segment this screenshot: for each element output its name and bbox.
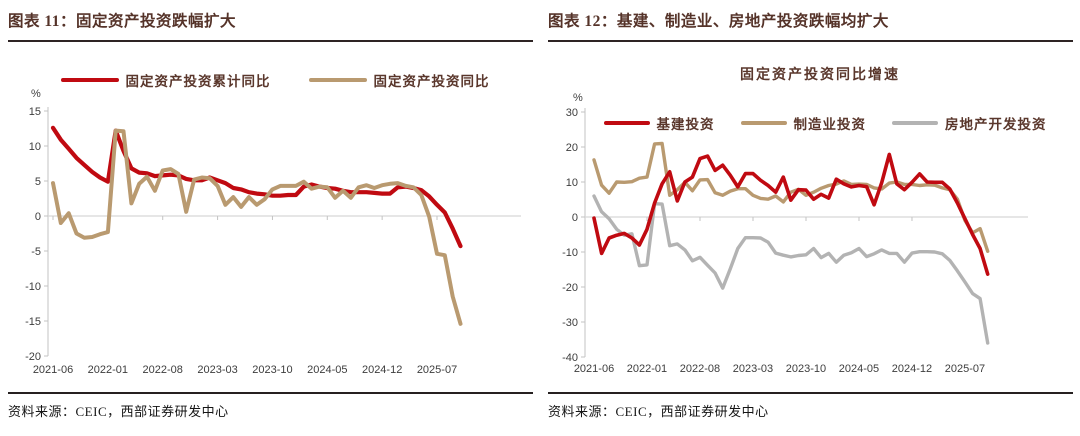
series-line-manufacturing-investment xyxy=(592,141,990,254)
chart-12-title: 固定资产投资同比增速 xyxy=(740,68,900,83)
legend-item-infrastructure-investment: 基建投资 xyxy=(603,113,715,133)
x-axis-tick-label: 2024-12 xyxy=(362,364,402,376)
x-axis-tick-label: 2025-07 xyxy=(417,364,457,376)
figure-12-panel: 图表 12：基建、制造业、房地产投资跌幅均扩大 固定资产投资同比增速 基建投资 制… xyxy=(540,0,1080,436)
x-axis-tick-label: 2024-05 xyxy=(307,364,347,376)
y-axis-tick-label: -10 xyxy=(25,281,41,293)
legend-swatch-fai-monthly-yoy xyxy=(308,77,367,83)
y-axis-tick-label: 10 xyxy=(29,141,41,153)
series-line-real-estate-development-investment xyxy=(592,194,990,345)
y-axis-tick-label: 0 xyxy=(572,212,578,224)
y-axis-tick-label: -30 xyxy=(562,317,578,329)
legend-swatch-fai-cumulative-yoy xyxy=(60,77,119,83)
series-line-infrastructure-investment xyxy=(592,152,990,276)
legend-label: 房地产开发投资 xyxy=(945,117,1047,132)
x-axis-tick-label: 2024-05 xyxy=(839,363,879,375)
y-axis-tick-label: -20 xyxy=(562,282,578,294)
y-axis-tick-label: 5 xyxy=(35,176,41,188)
source-divider: 资料来源：CEIC，西部证券研发中心 xyxy=(8,392,533,421)
source-text: 资料来源：CEIC，西部证券研发中心 xyxy=(548,404,769,419)
source-divider: 资料来源：CEIC，西部证券研发中心 xyxy=(548,392,1073,421)
x-axis-tick-label: 2021-06 xyxy=(574,363,614,375)
x-axis-tick-label: 2023-03 xyxy=(733,363,773,375)
legend-item-real-estate-development-investment: 房地产开发投资 xyxy=(892,113,1047,133)
legend-swatch-real-estate-development-investment xyxy=(892,120,938,126)
figure-11-header: 图表 11：固定资产投资跌幅扩大 xyxy=(8,9,533,42)
y-axis-tick-label: -15 xyxy=(25,316,41,328)
source-text: 资料来源：CEIC，西部证券研发中心 xyxy=(8,404,229,419)
legend-item-fai-cumulative-yoy: 固定资产投资累计同比 xyxy=(60,70,271,90)
y-axis-tick-label: -5 xyxy=(31,246,41,258)
chart-12-legend: 基建投资 制造业投资 房地产开发投资 xyxy=(595,113,1055,133)
legend-label: 基建投资 xyxy=(656,117,715,132)
x-axis-tick-label: 2023-03 xyxy=(197,364,237,376)
legend-item-fai-monthly-yoy: 固定资产投资同比 xyxy=(308,70,490,90)
figure-11-panel: 图表 11：固定资产投资跌幅扩大 固定资产投资累计同比 固定资产投资同比 % 15… xyxy=(8,9,533,421)
figure-12-header: 图表 12：基建、制造业、房地产投资跌幅均扩大 xyxy=(548,9,1073,42)
legend-label: 固定资产投资同比 xyxy=(373,74,490,89)
x-axis-tick-label: 2023-10 xyxy=(252,364,292,376)
x-axis-tick-label: 2024-12 xyxy=(892,363,932,375)
x-axis-tick-label: 2022-08 xyxy=(143,364,183,376)
y-axis-unit-label: % xyxy=(31,88,41,100)
y-axis-tick-label: 10 xyxy=(566,177,578,189)
series-line-fai-cumulative-yoy xyxy=(50,125,463,249)
y-axis-tick-label: 20 xyxy=(566,142,578,154)
legend-item-manufacturing-investment: 制造业投资 xyxy=(740,113,867,133)
y-axis-tick-label: 0 xyxy=(35,211,41,223)
series-line-fai-monthly-yoy xyxy=(51,128,463,326)
y-axis-unit-label: % xyxy=(573,92,583,104)
y-axis-tick-label: 15 xyxy=(29,106,41,118)
legend-swatch-manufacturing-investment xyxy=(740,120,787,126)
x-axis-tick-label: 2021-06 xyxy=(33,364,73,376)
y-axis-tick-label: -20 xyxy=(25,351,41,363)
legend-label: 固定资产投资累计同比 xyxy=(125,74,271,89)
x-axis-tick-label: 2022-08 xyxy=(680,363,720,375)
y-axis-tick-label: -10 xyxy=(562,247,578,259)
x-axis-tick-label: 2022-01 xyxy=(88,364,128,376)
chart-11-legend: 固定资产投资累计同比 固定资产投资同比 xyxy=(30,70,520,90)
x-axis-tick-label: 2023-10 xyxy=(786,363,826,375)
x-axis-tick-label: 2022-01 xyxy=(627,363,667,375)
y-axis-tick-label: 30 xyxy=(566,107,578,119)
legend-label: 制造业投资 xyxy=(793,117,866,132)
legend-swatch-infrastructure-investment xyxy=(603,120,650,126)
x-axis-tick-label: 2025-07 xyxy=(945,363,985,375)
y-axis-tick-label: -40 xyxy=(562,352,578,364)
